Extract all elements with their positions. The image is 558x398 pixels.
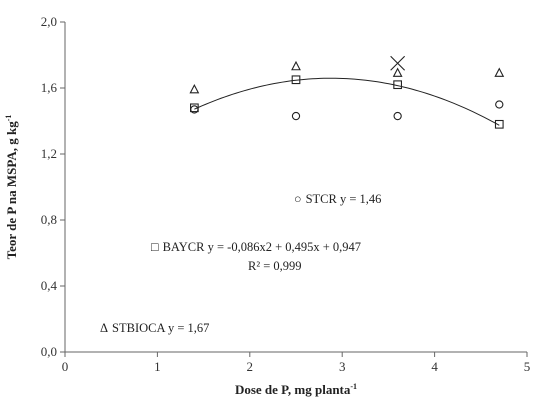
y-tick-label: 0,0 (41, 344, 57, 359)
x-tick-label: 3 (339, 359, 346, 374)
x-axis-title: Dose de P, mg planta-1 (235, 382, 357, 397)
x-tick-label: 2 (247, 359, 254, 374)
x-tick-label: 0 (62, 359, 69, 374)
stbioca-point (392, 67, 403, 77)
y-axis-ticks: 0,0 0,4 0,8 1,2 1,6 2,0 (41, 14, 65, 359)
x-tick-label: 1 (154, 359, 161, 374)
y-tick-label: 2,0 (41, 14, 57, 29)
square-icon: □ (151, 240, 159, 254)
y-tick-label: 0,4 (41, 278, 58, 293)
baycr-point (393, 80, 402, 90)
plot-area: 0,0 0,4 0,8 1,2 1,6 2,0 0 1 2 3 4 5 (41, 14, 531, 374)
baycr-r-squared: R² = 0,999 (248, 259, 302, 273)
y-axis-title: Teor de P na MSPA, g kg-1 (4, 115, 19, 260)
x-tick-label: 4 (431, 359, 438, 374)
x-tick-label: 5 (524, 359, 531, 374)
baycr-point (494, 119, 504, 129)
triangle-icon: Δ (100, 321, 108, 335)
data-points (189, 55, 505, 129)
circle-icon: ○ (294, 192, 302, 206)
baycr-equation: □ BAYCR y = -0,086x2 + 0,495x + 0,947 (151, 240, 361, 254)
x-axis-ticks: 0 1 2 3 4 5 (62, 352, 531, 374)
stcr-point (291, 111, 301, 121)
stcr-equation: ○ STCR y = 1,46 (294, 192, 381, 206)
x-marker-point (390, 55, 406, 71)
stbioca-point (291, 60, 301, 71)
baycr-point (190, 103, 199, 113)
stbioca-equation: Δ STBIOCA y = 1,67 (100, 321, 209, 335)
stbioca-point (494, 67, 505, 77)
stcr-point (393, 111, 402, 121)
baycr-fit-curve (194, 77, 500, 126)
y-tick-label: 1,2 (41, 146, 57, 161)
stcr-point (495, 100, 504, 109)
stbioca-point (189, 83, 200, 94)
y-tick-label: 0,8 (41, 212, 57, 227)
baycr-point (291, 75, 301, 85)
y-tick-label: 1,6 (41, 80, 58, 95)
